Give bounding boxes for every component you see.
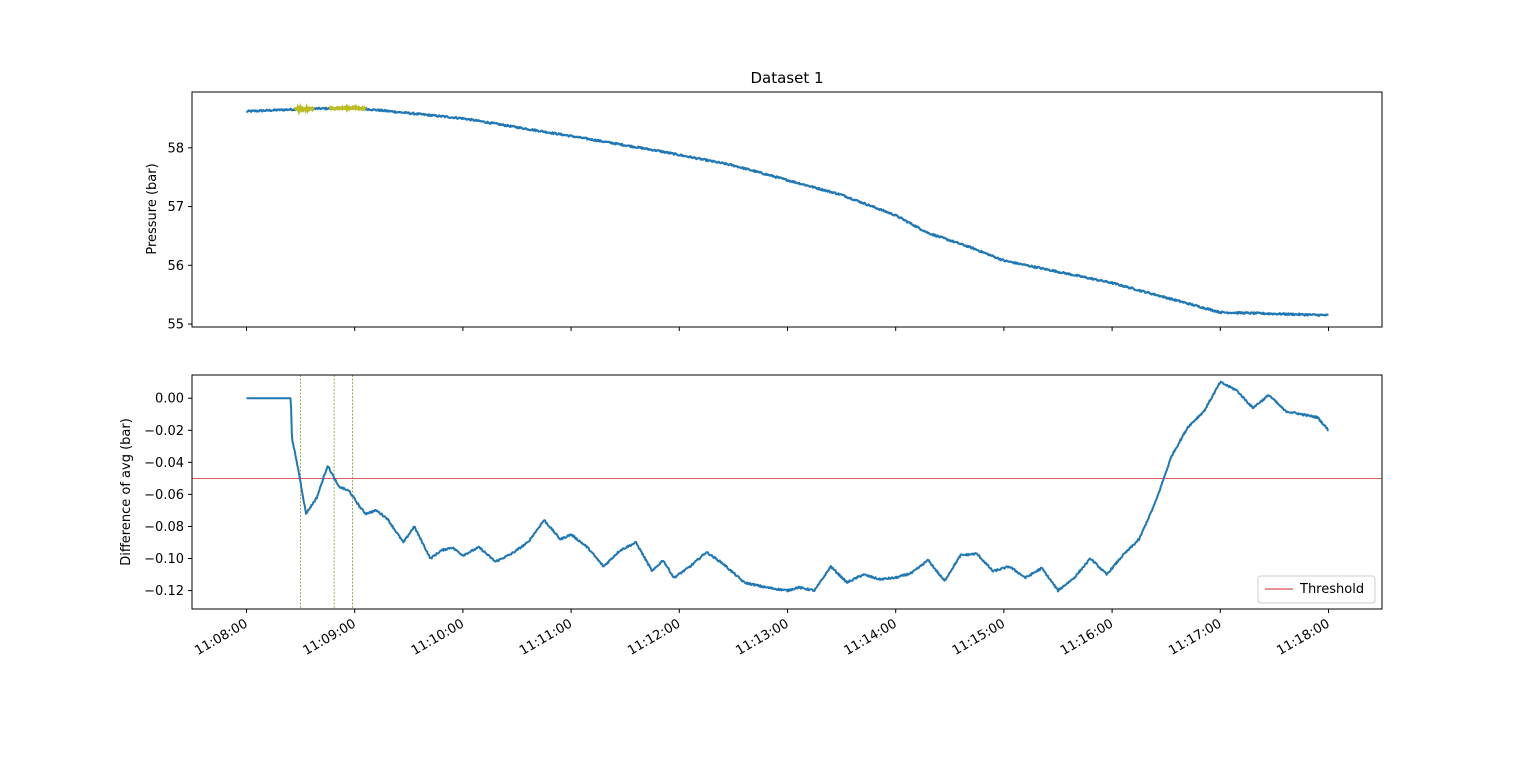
legend-box (1257, 575, 1376, 604)
pressure-series (245, 106, 1329, 317)
pressure-highlight-segment (328, 103, 367, 113)
difference-y-ticks: 0.00 −0.02 −0.04 −0.06 −0.08 −0.10 −0.12 (144, 392, 192, 599)
pressure-highlight-segments (293, 102, 367, 116)
legend: Threshold (1257, 575, 1376, 604)
difference-y-tick-label: −0.02 (144, 424, 184, 439)
pressure-y-tick-label: 55 (167, 318, 184, 333)
pressure-y-axis-label: Pressure (bar) (145, 163, 160, 254)
difference-y-tick-label: −0.12 (144, 584, 184, 599)
difference-series-line (246, 380, 1329, 593)
pressure-y-tick-label: 58 (167, 141, 184, 156)
pressure-chart-title: Dataset 1 (750, 69, 823, 87)
difference-series (246, 380, 1329, 593)
pressure-axes-frame (191, 91, 1383, 328)
pressure-y-tick-label: 56 (167, 259, 184, 274)
legend-threshold-label: Threshold (1299, 582, 1364, 597)
pressure-y-tick-label: 57 (167, 200, 184, 215)
difference-y-tick-label: −0.06 (144, 488, 184, 503)
difference-event-lines (300, 375, 353, 609)
pressure-highlight-segment (293, 102, 315, 116)
difference-panel: Difference of avg (bar) 0.00 −0.02 −0.04 −0… (119, 374, 1383, 659)
pressure-panel: Dataset 1 Pressure (bar) 55 56 57 58 (145, 69, 1383, 333)
difference-y-tick-label: −0.04 (144, 456, 184, 471)
pressure-x-ticks (246, 327, 1329, 331)
difference-y-tick-label: −0.08 (144, 520, 184, 535)
difference-y-axis-label: Difference of avg (bar) (119, 418, 134, 566)
pressure-y-ticks: 55 56 57 58 (167, 141, 192, 333)
difference-axes-frame (191, 374, 1383, 610)
difference-y-tick-label: −0.10 (144, 552, 184, 567)
difference-y-tick-label: 0.00 (155, 392, 184, 407)
pressure-series-line (245, 106, 1329, 317)
